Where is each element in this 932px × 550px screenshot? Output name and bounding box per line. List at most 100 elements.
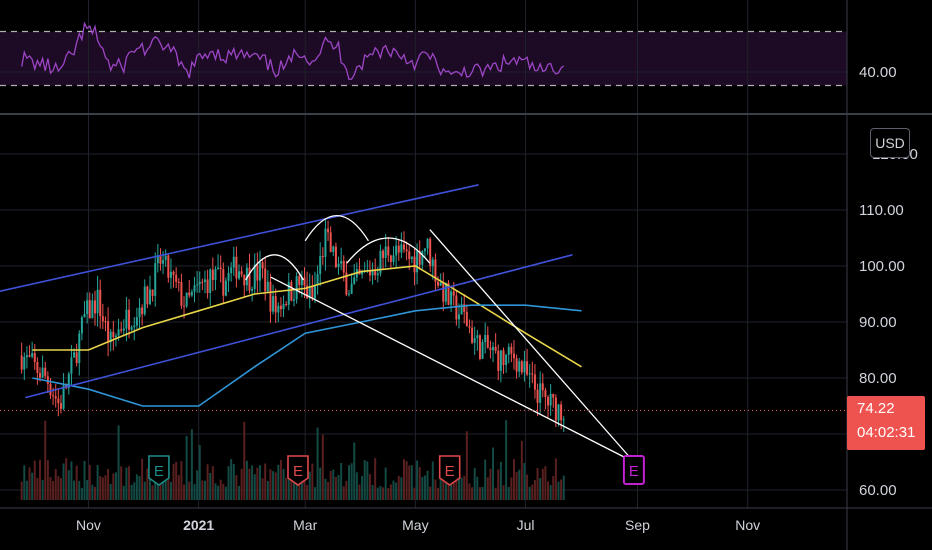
candle	[434, 259, 437, 282]
volume-bar	[536, 468, 539, 500]
candle	[222, 269, 225, 296]
volume-bar	[494, 487, 497, 500]
currency-badge[interactable]: USD	[870, 128, 910, 158]
time-tick-label: May	[402, 517, 428, 533]
candle	[214, 269, 217, 280]
candle	[196, 284, 199, 286]
volume-bar	[434, 479, 437, 500]
volume-bar	[67, 470, 70, 500]
candle	[227, 273, 230, 281]
volume-bar	[230, 459, 233, 500]
volume-bar	[300, 467, 303, 500]
volume-bar	[520, 440, 523, 500]
candle	[544, 390, 547, 398]
volume-bar	[86, 480, 89, 500]
rsi-band	[0, 31, 847, 86]
candle	[452, 291, 455, 296]
candle	[429, 238, 432, 267]
candle	[128, 309, 131, 330]
candle	[154, 263, 157, 296]
candle	[337, 263, 340, 268]
volume-bar	[455, 479, 458, 500]
candle	[300, 277, 303, 286]
time-tick-label: Nov	[76, 517, 101, 533]
candle	[476, 335, 479, 339]
volume-bar	[154, 474, 157, 500]
candle	[539, 383, 542, 403]
volume-bar	[282, 468, 285, 500]
moving-average-slow	[32, 304, 582, 407]
volume-bar	[20, 481, 23, 500]
earnings-marker-0[interactable]: E	[148, 455, 170, 486]
volume-bar	[416, 460, 419, 500]
volume-bar	[290, 473, 293, 500]
candle	[266, 281, 269, 292]
candle	[392, 255, 395, 262]
volume-bar	[363, 460, 366, 500]
volume-bar	[374, 458, 377, 500]
volume-bar	[389, 484, 392, 500]
candle	[478, 335, 481, 359]
candle	[156, 255, 159, 264]
volume-bar	[277, 464, 280, 500]
volume-bar	[460, 477, 463, 500]
candle	[400, 244, 403, 253]
candle	[151, 289, 154, 296]
volume-bar	[31, 472, 34, 500]
volume-bar	[188, 481, 191, 500]
candle	[389, 255, 392, 262]
volume-bar	[306, 484, 309, 500]
time-tick-label: Jul	[517, 517, 535, 533]
volume-bar	[544, 466, 547, 500]
candle	[332, 246, 335, 252]
candle	[471, 327, 474, 343]
volume-bar	[44, 420, 47, 500]
volume-bar	[251, 465, 254, 500]
volume-bar	[253, 474, 256, 500]
moving-average-fast	[32, 265, 582, 368]
candle	[329, 232, 332, 252]
volume-bar	[476, 476, 479, 500]
candle	[240, 271, 243, 275]
time-tick-label: Sep	[625, 517, 650, 533]
candle	[345, 272, 348, 295]
candle	[492, 346, 495, 351]
volume-bar	[59, 478, 62, 500]
bar-countdown: 04:02:31	[857, 424, 916, 441]
volume-bar	[217, 485, 220, 500]
candle	[133, 325, 136, 328]
candle	[75, 352, 78, 364]
volume-bar	[418, 467, 421, 500]
candle	[141, 307, 144, 315]
volume-bar	[549, 485, 552, 500]
earnings-marker-1[interactable]: E	[287, 455, 309, 486]
earnings-marker-3[interactable]: E	[622, 455, 645, 485]
candle	[321, 255, 324, 257]
volume-bar	[319, 467, 322, 500]
earnings-marker-2[interactable]: E	[438, 455, 461, 486]
candle	[175, 274, 178, 282]
candle	[518, 361, 521, 372]
candle	[190, 291, 193, 296]
volume-bar	[395, 482, 398, 500]
candle	[505, 354, 508, 366]
volume-bar	[557, 481, 560, 500]
candle	[169, 271, 172, 278]
candle	[211, 269, 214, 280]
volume-bar	[279, 459, 282, 500]
volume-bar	[366, 461, 369, 500]
candle	[327, 228, 330, 233]
volume-bar	[201, 480, 204, 500]
volume-bar	[183, 484, 186, 500]
volume-bar	[442, 467, 445, 500]
volume-bar	[447, 483, 450, 500]
volume-bar	[465, 431, 468, 500]
candle	[413, 256, 416, 273]
volume-bar	[321, 434, 324, 500]
volume-bar	[539, 478, 542, 500]
candle	[481, 342, 484, 359]
earnings-label: E	[445, 463, 455, 480]
wedge-upper-line	[429, 229, 635, 463]
candle	[290, 282, 293, 301]
